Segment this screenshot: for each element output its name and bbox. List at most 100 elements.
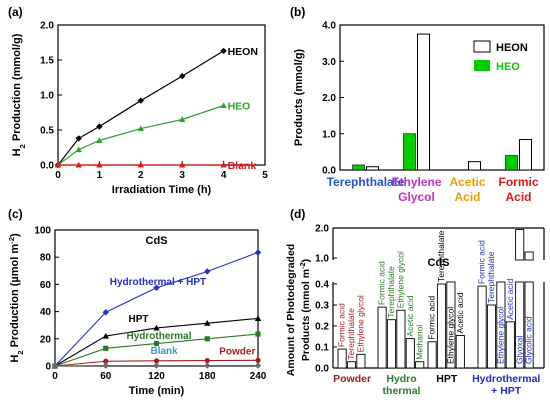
panel-a-point-blank xyxy=(179,161,186,168)
panel-d-bar xyxy=(337,348,347,369)
panel-d-product-label: Methanol xyxy=(414,325,424,360)
panel-c-point xyxy=(204,268,211,275)
panel-d-lower-ytick-label: 0.4 xyxy=(315,280,329,291)
panel-c-xtick-label: 120 xyxy=(148,371,165,382)
panel-a-point-heon xyxy=(137,97,144,104)
panel-d-lower-ytick-label: 0.3 xyxy=(315,301,329,312)
panel-d-bar xyxy=(346,361,357,369)
panel-d-product-label: Terephthalate xyxy=(386,266,396,318)
panel-d-product-label: Terephthalate xyxy=(486,251,496,303)
panel-d-bar xyxy=(405,338,415,369)
panel-d-product-label: Formic acid xyxy=(337,303,347,347)
panel-a-point-heon xyxy=(75,135,82,142)
panel-d-product-label: Ethylene glycol xyxy=(446,307,456,364)
panel-d-title: CdS xyxy=(428,257,450,269)
panel-c-point xyxy=(204,362,211,369)
panel-d-product-label: Ethylene glycol xyxy=(496,307,506,364)
panel-c-xtick-label: 180 xyxy=(199,371,216,382)
panel-a-ytick-label: 1.5 xyxy=(40,56,54,67)
panel-d-bar-lower xyxy=(496,281,506,369)
panel-a-point-blank xyxy=(54,161,62,168)
panel-d-group-label: Hydro xyxy=(386,373,416,385)
panel-d-group-label: Powder xyxy=(333,373,371,385)
panel-b-category-label: Acid xyxy=(454,190,480,204)
panel-c-ylabel: H2 Production (µmol m-2) xyxy=(7,233,25,363)
panel-b-legend-heo: HEO xyxy=(496,61,520,73)
panel-c-point xyxy=(103,345,109,351)
panel-c-point xyxy=(204,319,211,326)
panel-b-bar-heo xyxy=(352,164,365,171)
panel-d-product-label: Formic acid xyxy=(427,296,437,340)
panel-c-ytick-label: 0 xyxy=(45,362,51,373)
panel-d-bar-lower xyxy=(515,281,525,369)
panel-c-ytick-label: 40 xyxy=(40,307,52,318)
panel-d-bar xyxy=(415,361,425,369)
panel-d-product-label: Glycolic acid xyxy=(524,316,534,364)
panel-d-lower-ytick-label: 0.0 xyxy=(315,364,329,375)
panel-c-point xyxy=(254,362,262,369)
panel-a-point-blank xyxy=(75,161,82,168)
panel-d-group-label: thermal xyxy=(383,385,421,397)
panel-b-bar-heon xyxy=(519,139,532,171)
panel-a-series-label: Blank xyxy=(228,160,257,172)
panel-d-upper-ytick-label: 2.0 xyxy=(315,224,329,235)
panel-d-product-label: Acetic acid xyxy=(505,278,515,319)
panel-b-category-label: Ethylene xyxy=(391,175,441,189)
panel-c-series-label: Hydrothermal xyxy=(127,331,192,342)
panel-a-ytick-label: 0.5 xyxy=(40,126,54,137)
panel-a-point-heo xyxy=(179,116,186,123)
panel-d-bar xyxy=(455,335,465,369)
panel-b-category-label: Glycol xyxy=(398,190,435,204)
panel-c-series-label: HPT xyxy=(129,314,149,325)
panel-a-ytick-label: 2.0 xyxy=(40,21,54,32)
panel-b-category-label: Acetic xyxy=(449,175,485,189)
panel-a-point-heo xyxy=(137,125,144,132)
panel-d-bar xyxy=(486,304,497,369)
panel-b-category-label: Formic xyxy=(498,175,538,189)
panel-b-bar-heon xyxy=(468,161,481,171)
panel-c-point xyxy=(255,331,261,337)
panel-a-xtick-label: 3 xyxy=(179,170,185,181)
panel-c-point xyxy=(153,358,160,364)
panel-d-bar xyxy=(377,306,387,369)
panel-c-point xyxy=(204,357,210,364)
panel-d-group-label: Hydrothermal xyxy=(472,373,540,385)
panel-b-ytick-label: 0.0 xyxy=(322,166,336,177)
panel-b-bar-heo xyxy=(403,133,416,171)
panel-b-legend-swatch-heo xyxy=(474,60,490,71)
panel-b-legend-heon: HEON xyxy=(496,42,528,54)
panel-d-product-label: Ethylene glycol xyxy=(356,295,366,352)
panel-c-series-label: Powder xyxy=(219,347,255,358)
panel-c-title: CdS xyxy=(146,235,168,247)
panel-d-label: (d) xyxy=(290,207,305,221)
panel-c-point xyxy=(254,249,262,256)
panel-a-point-blank xyxy=(220,161,227,168)
panel-b-label: (b) xyxy=(290,5,305,19)
panel-b-ytick-label: 4.0 xyxy=(322,21,336,32)
panel-a-point-heon xyxy=(220,47,227,55)
panel-d-product-label: Terephthalate xyxy=(436,230,446,282)
panel-d-bar xyxy=(386,319,397,369)
panel-c-series-label: Blank xyxy=(151,346,179,357)
panel-d-bar xyxy=(505,321,515,369)
panel-a-point-heo xyxy=(96,137,103,144)
panel-c-point xyxy=(51,362,59,370)
panel-b-bar-heo xyxy=(505,155,518,171)
panel-b-category-label: Acid xyxy=(505,190,531,204)
panel-a-series-label: HEO xyxy=(228,101,251,113)
panel-d-product-label: Formic acid xyxy=(477,240,487,284)
panel-d-group-label: HPT xyxy=(436,373,458,385)
panel-c-point xyxy=(153,324,160,331)
panel-c-xtick-label: 0 xyxy=(52,371,58,382)
panel-c-xtick-label: 240 xyxy=(250,371,267,382)
panel-a-series-line-heon xyxy=(57,50,224,166)
panel-d-bar xyxy=(427,341,437,369)
panel-d-ylabel-line2: Products (mmol m-2) xyxy=(298,259,313,361)
panel-a-xtick-label: 0 xyxy=(55,170,61,181)
panel-a-point-heo xyxy=(75,146,82,153)
panel-a-series-line-heo xyxy=(57,104,224,166)
panel-b-ytick-label: 3.0 xyxy=(322,57,336,68)
panel-d-lower-ytick-label: 0.2 xyxy=(315,322,329,333)
panel-d-bar xyxy=(436,283,447,369)
panel-a-point-heon xyxy=(179,72,186,80)
